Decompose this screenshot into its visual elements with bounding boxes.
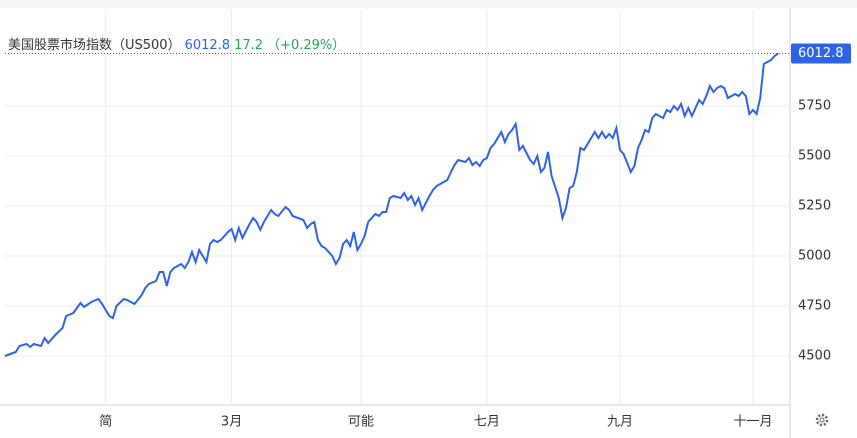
price-line <box>4 52 779 357</box>
x-tick-label: 可能 <box>348 415 374 430</box>
x-tick-label: 简 <box>99 414 112 430</box>
x-tick-label: 3月 <box>221 415 242 430</box>
change-pct: （+0.29%） <box>267 38 346 53</box>
price: 6012.8 <box>184 38 231 53</box>
change: 17.2 <box>234 38 264 53</box>
last-price-tag <box>791 43 851 64</box>
last-price-label: 6012.8 <box>798 46 844 61</box>
y-tick-label: 5750 <box>798 99 831 114</box>
chart-title: 美国股票市场指数（US500） <box>8 38 181 53</box>
header: 美国股票市场指数（US500） 6012.8 17.2 （+0.29%） <box>8 34 349 53</box>
settings-button[interactable] <box>815 413 829 427</box>
y-tick-label: 4500 <box>798 349 831 364</box>
y-tick-label: 4750 <box>798 299 831 314</box>
top-band <box>0 0 857 8</box>
x-tick-label: 十一月 <box>734 415 773 430</box>
x-tick-label: 九月 <box>607 415 633 430</box>
x-tick-label: 七月 <box>474 415 500 430</box>
y-tick-label: 5500 <box>798 149 831 164</box>
y-tick-label: 5250 <box>798 199 831 214</box>
y-tick-label: 5000 <box>798 249 831 264</box>
